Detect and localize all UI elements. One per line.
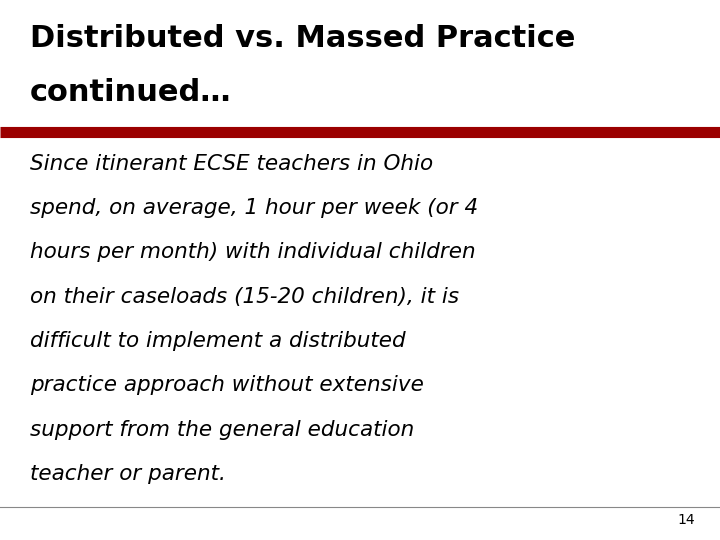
Text: hours per month) with individual children: hours per month) with individual childre… <box>30 242 476 262</box>
Text: practice approach without extensive: practice approach without extensive <box>30 375 424 395</box>
Text: on their caseloads (15-20 children), it is: on their caseloads (15-20 children), it … <box>30 287 459 307</box>
Text: spend, on average, 1 hour per week (or 4: spend, on average, 1 hour per week (or 4 <box>30 198 478 218</box>
Text: difficult to implement a distributed: difficult to implement a distributed <box>30 331 406 351</box>
Text: support from the general education: support from the general education <box>30 420 415 440</box>
Text: continued…: continued… <box>30 78 232 107</box>
Text: Since itinerant ECSE teachers in Ohio: Since itinerant ECSE teachers in Ohio <box>30 154 433 174</box>
Text: 14: 14 <box>678 513 695 527</box>
Text: teacher or parent.: teacher or parent. <box>30 464 226 484</box>
Text: Distributed vs. Massed Practice: Distributed vs. Massed Practice <box>30 24 575 53</box>
